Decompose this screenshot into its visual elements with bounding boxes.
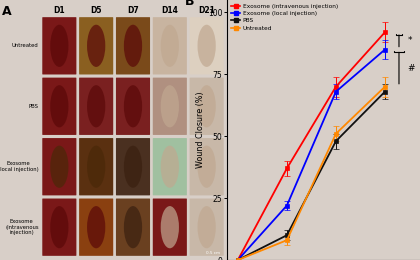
FancyBboxPatch shape	[189, 138, 224, 196]
Ellipse shape	[124, 25, 142, 67]
Ellipse shape	[124, 206, 142, 248]
FancyBboxPatch shape	[42, 138, 76, 196]
Ellipse shape	[197, 85, 216, 127]
Text: *: *	[407, 36, 412, 45]
Ellipse shape	[124, 146, 142, 188]
Text: PBS: PBS	[29, 104, 39, 109]
Text: D21: D21	[198, 6, 215, 15]
FancyBboxPatch shape	[79, 77, 113, 135]
Ellipse shape	[50, 25, 68, 67]
Ellipse shape	[124, 85, 142, 127]
Text: Untreated: Untreated	[12, 43, 39, 48]
FancyBboxPatch shape	[116, 17, 150, 74]
Text: 0.5 cm: 0.5 cm	[206, 251, 220, 255]
Legend: Exosome (intravenous injection), Exosome (local injection), PBS, Untreated: Exosome (intravenous injection), Exosome…	[230, 3, 339, 32]
FancyBboxPatch shape	[153, 199, 187, 256]
Text: D7: D7	[127, 6, 139, 15]
Ellipse shape	[197, 146, 216, 188]
Ellipse shape	[87, 85, 105, 127]
Ellipse shape	[50, 85, 68, 127]
FancyBboxPatch shape	[116, 77, 150, 135]
FancyBboxPatch shape	[153, 77, 187, 135]
Ellipse shape	[87, 206, 105, 248]
Ellipse shape	[161, 206, 179, 248]
FancyBboxPatch shape	[116, 199, 150, 256]
Ellipse shape	[161, 146, 179, 188]
Ellipse shape	[50, 146, 68, 188]
Ellipse shape	[87, 25, 105, 67]
Y-axis label: Wound Closure (%): Wound Closure (%)	[196, 92, 205, 168]
FancyBboxPatch shape	[79, 17, 113, 74]
FancyBboxPatch shape	[189, 17, 224, 74]
FancyBboxPatch shape	[42, 17, 76, 74]
FancyBboxPatch shape	[116, 138, 150, 196]
Text: Exosome
(Intravenous
injection): Exosome (Intravenous injection)	[5, 219, 39, 236]
FancyBboxPatch shape	[153, 17, 187, 74]
FancyBboxPatch shape	[79, 199, 113, 256]
Text: D5: D5	[90, 6, 102, 15]
Text: B: B	[185, 0, 194, 8]
Text: #: #	[407, 64, 415, 73]
FancyBboxPatch shape	[153, 138, 187, 196]
Text: A: A	[2, 5, 12, 18]
Ellipse shape	[161, 85, 179, 127]
FancyBboxPatch shape	[189, 77, 224, 135]
Ellipse shape	[50, 206, 68, 248]
Text: Exosome
(local injection): Exosome (local injection)	[0, 161, 39, 172]
FancyBboxPatch shape	[42, 77, 76, 135]
Ellipse shape	[161, 25, 179, 67]
Text: D1: D1	[53, 6, 65, 15]
FancyBboxPatch shape	[42, 199, 76, 256]
Text: D14: D14	[161, 6, 178, 15]
FancyBboxPatch shape	[189, 199, 224, 256]
Ellipse shape	[197, 206, 216, 248]
FancyBboxPatch shape	[79, 138, 113, 196]
Ellipse shape	[87, 146, 105, 188]
Ellipse shape	[197, 25, 216, 67]
